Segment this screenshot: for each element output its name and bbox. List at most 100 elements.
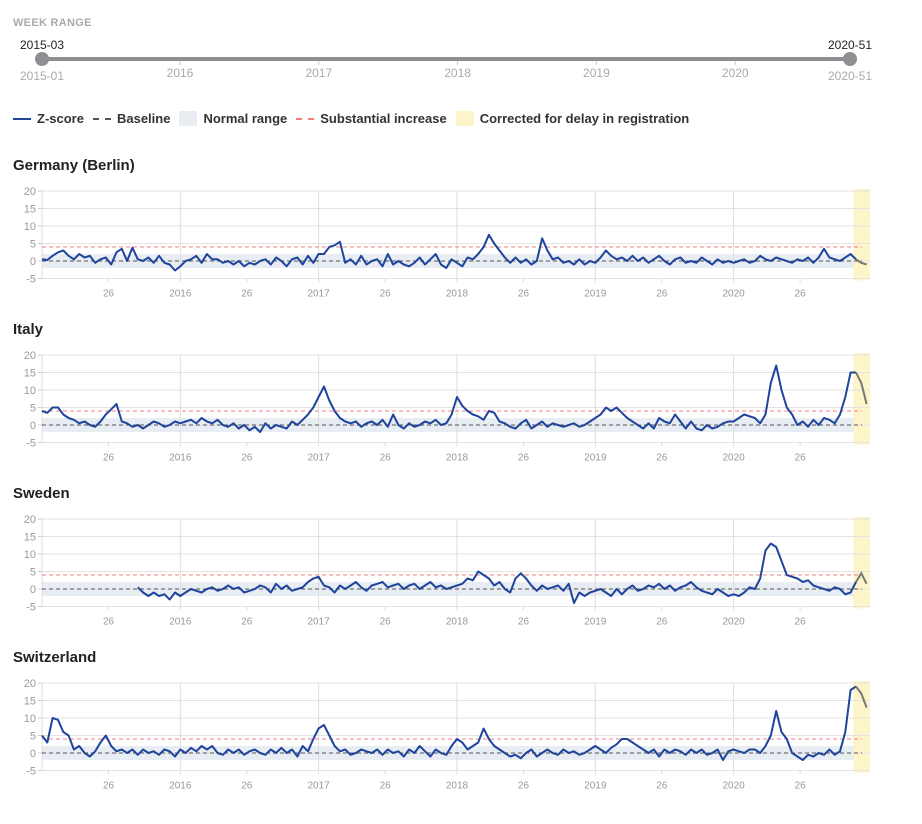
legend-label: Normal range (203, 111, 288, 126)
week-range-slider[interactable]: 2016 2017 2018 2019 2020 2015-03 2020-51 201… (0, 30, 922, 90)
y-tick-label: -5 (26, 766, 36, 778)
x-tick-label: 2019 (584, 289, 607, 300)
x-tick-label: 26 (656, 453, 668, 464)
y-tick-label: -5 (26, 602, 36, 614)
slider-start-value: 2015-03 (20, 38, 64, 52)
x-tick-label: 26 (380, 781, 392, 792)
legend-label: Corrected for delay in registration (479, 111, 690, 126)
y-tick-label: 5 (30, 239, 36, 251)
y-tick-label: 20 (24, 350, 36, 362)
chart-panel: Germany (Berlin) 20 15 10 5 0 -5 26 2016 26 2017 26… (0, 157, 922, 322)
y-tick-label: 0 (30, 584, 36, 596)
y-tick-label: 15 (24, 368, 36, 380)
zscore-corrected-line (855, 571, 868, 585)
zscore-corrected-line (855, 685, 868, 708)
x-tick-label: 2020 (722, 781, 745, 792)
x-tick-label: 2018 (446, 289, 469, 300)
slider-end-handle[interactable] (843, 52, 857, 66)
x-tick-label: 2018 (446, 617, 469, 628)
x-tick-label: 2019 (584, 617, 607, 628)
slider-year-label: 2020 (722, 66, 749, 80)
x-tick-label: 2016 (169, 289, 192, 300)
x-tick-label: 2016 (169, 617, 192, 628)
line-swatch-icon (13, 117, 31, 120)
y-tick-label: 20 (24, 678, 36, 690)
x-tick-label: 2020 (722, 289, 745, 300)
x-tick-label: 26 (103, 617, 115, 628)
legend-label: Substantial increase (320, 111, 447, 126)
corrected-band (853, 353, 870, 445)
x-tick-label: 26 (380, 617, 392, 628)
x-tick-label: 26 (518, 453, 530, 464)
red-dashed-swatch-icon (296, 117, 315, 120)
y-tick-label: -5 (26, 438, 36, 450)
band-swatch-icon (179, 111, 198, 126)
legend-baseline: Baseline (92, 111, 170, 126)
y-tick-label: 10 (24, 221, 36, 233)
corrected-band (853, 189, 870, 281)
x-tick-label: 2019 (584, 453, 607, 464)
legend-label: Z-score (37, 111, 84, 126)
x-tick-label: 26 (241, 781, 253, 792)
y-tick-label: 0 (30, 420, 36, 432)
line-chart: 20 15 10 5 0 -5 26 2016 26 2017 26 2018 26 2019 26 2020… (24, 678, 870, 792)
chart-title: Germany (Berlin) (13, 157, 135, 174)
slider-year-label: 2017 (305, 66, 332, 80)
line-chart: 20 15 10 5 0 -5 26 2016 26 2017 26 2018 26 2019 26 2020… (24, 350, 870, 464)
x-tick-label: 26 (103, 289, 115, 300)
x-tick-label: 2020 (722, 453, 745, 464)
y-tick-label: 5 (30, 731, 36, 743)
x-tick-label: 2017 (308, 617, 331, 628)
y-tick-label: 10 (24, 549, 36, 561)
week-range-label: WEEK RANGE (13, 17, 92, 29)
x-tick-label: 2018 (446, 453, 469, 464)
chart-panel: Sweden 20 15 10 5 0 -5 26 2016 26 2017 26 2018 26 2019… (0, 485, 922, 650)
x-tick-label: 26 (380, 453, 392, 464)
yellow-swatch-icon (455, 111, 474, 126)
legend-corrected: Corrected for delay in registration (455, 111, 690, 126)
x-tick-label: 26 (795, 453, 807, 464)
chart-panel: Switzerland 20 15 10 5 0 -5 26 2016 26 2017 26 2018 2… (0, 649, 922, 814)
x-tick-label: 2016 (169, 453, 192, 464)
x-tick-label: 2020 (722, 617, 745, 628)
chart-title: Switzerland (13, 649, 97, 666)
x-tick-label: 2018 (446, 781, 469, 792)
y-tick-label: 0 (30, 256, 36, 268)
x-tick-label: 26 (795, 617, 807, 628)
line-chart: 20 15 10 5 0 -5 26 2016 26 2017 26 2018 26 2019 26 2020… (24, 514, 870, 628)
x-tick-label: 26 (795, 289, 807, 300)
y-tick-label: 10 (24, 385, 36, 397)
x-tick-label: 26 (241, 453, 253, 464)
chart-title: Sweden (13, 485, 70, 502)
x-tick-label: 2019 (584, 781, 607, 792)
slider-start-handle[interactable] (35, 52, 49, 66)
dashed-swatch-icon (92, 117, 111, 120)
legend-zscore: Z-score (13, 111, 84, 126)
x-tick-label: 26 (518, 289, 530, 300)
y-tick-label: 5 (30, 403, 36, 415)
line-chart: 20 15 10 5 0 -5 26 2016 26 2017 26 2018 26 2019 26 2020… (24, 186, 870, 300)
zscore-series-line (41, 233, 857, 272)
x-tick-label: 2016 (169, 781, 192, 792)
y-tick-label: 10 (24, 713, 36, 725)
x-tick-label: 26 (656, 781, 668, 792)
y-tick-label: -5 (26, 274, 36, 286)
zscore-series-line (41, 685, 857, 761)
slider-min-label: 2015-01 (20, 69, 64, 83)
x-tick-label: 26 (103, 453, 115, 464)
y-tick-label: 20 (24, 514, 36, 526)
y-tick-label: 5 (30, 567, 36, 579)
x-tick-label: 26 (380, 289, 392, 300)
slider-max-label: 2020-51 (828, 69, 872, 83)
slider-year-label: 2019 (583, 66, 610, 80)
x-tick-label: 26 (241, 617, 253, 628)
y-tick-label: 15 (24, 532, 36, 544)
y-tick-label: 20 (24, 186, 36, 198)
y-tick-label: 15 (24, 204, 36, 216)
chart-panel: Italy 20 15 10 5 0 -5 26 2016 26 2017 26 2018 26 2019 2… (0, 321, 922, 486)
x-tick-label: 26 (518, 617, 530, 628)
x-tick-label: 26 (795, 781, 807, 792)
y-tick-label: 0 (30, 748, 36, 760)
slider-year-label: 2016 (167, 66, 194, 80)
zscore-corrected-line (855, 372, 868, 405)
